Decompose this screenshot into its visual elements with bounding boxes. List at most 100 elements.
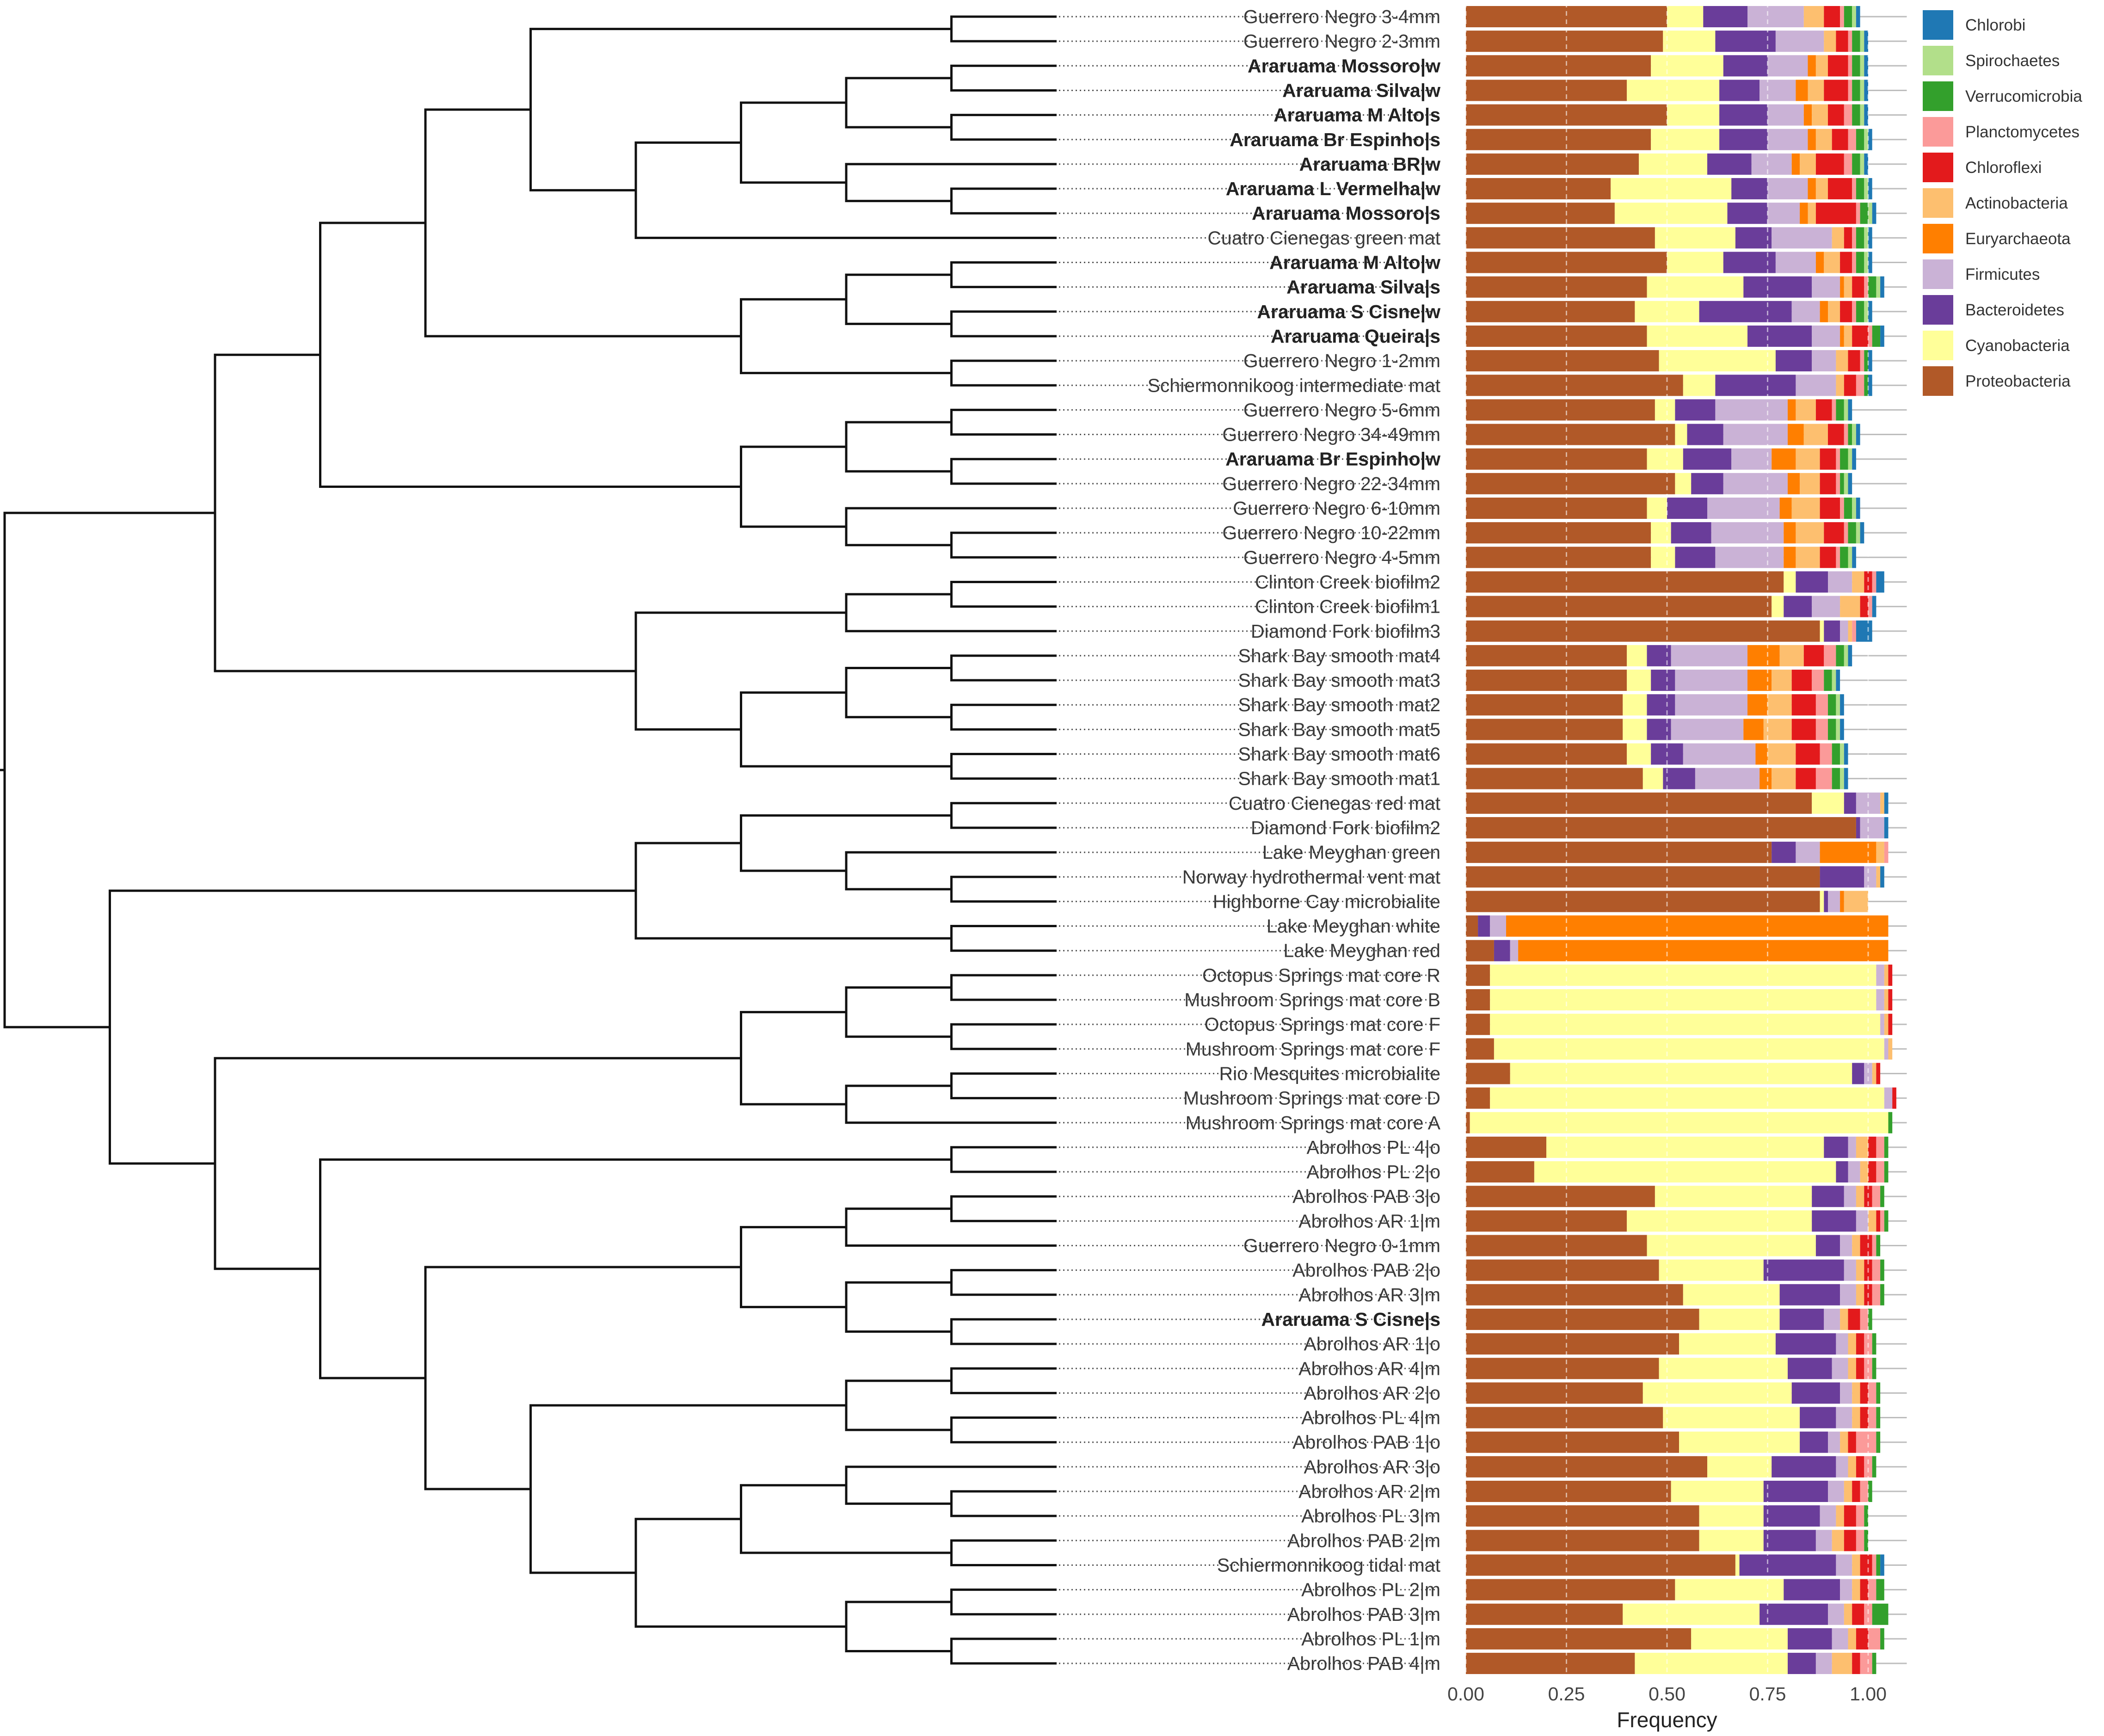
bar-row	[1466, 153, 1868, 175]
bar-segment-actinobacteria	[1856, 1186, 1864, 1207]
bar-segment-chloroflexi	[1820, 498, 1840, 519]
bar-segment-proteobacteria	[1466, 375, 1683, 396]
bar-row	[1466, 473, 1852, 494]
bar-row	[1466, 842, 1889, 863]
sample-label: Lake Meyghan green	[1262, 842, 1440, 863]
bar-segment-firmicutes	[1812, 350, 1836, 372]
bar-segment-cyanobacteria	[1651, 522, 1671, 544]
bar-segment-spirochaetes	[1864, 301, 1868, 322]
bar-segment-planctomycetes	[1856, 1505, 1864, 1527]
bar-row	[1466, 1579, 1884, 1601]
bar-segment-chloroflexi	[1860, 596, 1868, 617]
legend-swatch	[1923, 331, 1953, 360]
bar-segment-firmicutes	[1836, 1333, 1848, 1355]
bar-segment-bacteroidetes	[1788, 1628, 1832, 1650]
bar-segment-firmicutes	[1767, 203, 1800, 224]
bar-segment-actinobacteria	[1767, 743, 1796, 765]
legend-swatch	[1923, 46, 1953, 75]
bar-segment-firmicutes	[1751, 153, 1792, 175]
bar-segment-chlorobi	[1868, 252, 1872, 273]
bar-segment-firmicutes	[1796, 375, 1836, 396]
bar-row	[1466, 940, 1889, 961]
bar-segment-chlorobi	[1864, 55, 1868, 77]
bar-segment-verrucomicrobia	[1876, 1235, 1881, 1256]
bar-segment-proteobacteria	[1466, 325, 1647, 347]
bar-segment-proteobacteria	[1466, 153, 1639, 175]
bar-segment-verrucomicrobia	[1828, 694, 1836, 716]
bar-row	[1466, 375, 1872, 396]
sample-label: Araruama Mossoro|s	[1252, 203, 1440, 224]
dendrogram-branch	[740, 1011, 846, 1106]
bar-segment-firmicutes	[1848, 1161, 1860, 1183]
bar-segment-firmicutes	[1715, 399, 1788, 421]
bar-segment-proteobacteria	[1466, 1407, 1663, 1428]
bar-segment-firmicutes	[1828, 1431, 1840, 1453]
bar-segment-chloroflexi	[1860, 1235, 1872, 1256]
bar-segment-firmicutes	[1747, 6, 1804, 27]
sample-label: Diamond Fork biofilm3	[1251, 621, 1440, 642]
bar-segment-actinobacteria	[1844, 325, 1852, 347]
bar-segment-chlorobi	[1840, 694, 1844, 716]
dendrogram-branch	[950, 458, 1057, 485]
bar-segment-cyanobacteria	[1635, 1653, 1788, 1674]
bar-segment-actinobacteria	[1844, 1481, 1852, 1502]
dendrogram-branch	[950, 408, 1057, 436]
bar-row	[1466, 670, 1840, 691]
bar-segment-planctomycetes	[1856, 1431, 1876, 1453]
bar-segment-actinobacteria	[1815, 55, 1828, 77]
bar-segment-proteobacteria	[1466, 719, 1623, 740]
bar-segment-proteobacteria	[1466, 448, 1647, 470]
bar-segment-verrucomicrobia	[1880, 1259, 1884, 1281]
bar-segment-cyanobacteria	[1647, 325, 1747, 347]
bar-segment-planctomycetes	[1868, 1407, 1876, 1428]
bar-segment-cyanobacteria	[1735, 1554, 1740, 1576]
sample-label: Guerrero Negro 2-3mm	[1243, 31, 1440, 52]
legend-swatch	[1923, 295, 1953, 325]
bar-segment-chloroflexi	[1836, 31, 1848, 52]
bar-segment-bacteroidetes	[1747, 325, 1812, 347]
sample-label: Abrolhos PAB 2|o	[1292, 1260, 1440, 1281]
bar-row	[1466, 596, 1876, 617]
legend-item: Proteobacteria	[1923, 366, 2071, 396]
bar-segment-spirochaetes	[1860, 31, 1864, 52]
bar-segment-firmicutes	[1671, 719, 1744, 740]
bar-segment-verrucomicrobia	[1872, 1603, 1889, 1625]
bar-segment-verrucomicrobia	[1884, 1161, 1889, 1183]
bar-segment-spirochaetes	[1848, 448, 1852, 470]
bar-segment-actinobacteria	[1767, 694, 1792, 716]
bar-segment-planctomycetes	[1836, 448, 1840, 470]
bar-segment-verrucomicrobia	[1856, 227, 1864, 249]
bar-segment-bacteroidetes	[1675, 399, 1716, 421]
bar-segment-chlorobi	[1868, 375, 1872, 396]
bar-segment-actinobacteria	[1876, 842, 1884, 863]
bar-segment-cyanobacteria	[1623, 719, 1647, 740]
legend-item: Planctomycetes	[1923, 117, 2079, 147]
bar-segment-actinobacteria	[1844, 1603, 1852, 1625]
sample-label: Abrolhos AR 3|m	[1298, 1284, 1440, 1305]
bar-segment-bacteroidetes	[1763, 1505, 1820, 1527]
bar-segment-verrucomicrobia	[1872, 1456, 1876, 1477]
dendrogram-branch	[214, 1057, 741, 1270]
bar-segment-spirochaetes	[1852, 6, 1856, 27]
bar-segment-cyanobacteria	[1627, 645, 1647, 666]
sample-label: Abrolhos PAB 4|m	[1287, 1653, 1440, 1674]
bar-segment-euryarchaeota	[1518, 940, 1889, 961]
bar-segment-firmicutes	[1824, 1308, 1840, 1330]
bar-segment-firmicutes	[1844, 1186, 1856, 1207]
bar-segment-verrucomicrobia	[1872, 1358, 1876, 1379]
bar-segment-cyanobacteria	[1510, 1063, 1852, 1084]
bar-segment-proteobacteria	[1466, 227, 1655, 249]
bar-row	[1466, 1653, 1876, 1674]
sample-label: Abrolhos AR 1|o	[1304, 1333, 1440, 1354]
legend-item: Chlorobi	[1923, 10, 2025, 40]
bar-segment-verrucomicrobia	[1876, 1431, 1881, 1453]
bar-segment-planctomycetes	[1860, 1481, 1868, 1502]
bar-row	[1466, 498, 1860, 519]
bar-segment-bacteroidetes	[1784, 1579, 1840, 1601]
bar-segment-cyanobacteria	[1494, 1038, 1884, 1060]
bar-segment-actinobacteria	[1852, 1382, 1860, 1404]
bar-segment-actinobacteria	[1791, 498, 1820, 519]
bar-segment-planctomycetes	[1880, 1210, 1884, 1232]
bar-row	[1466, 1112, 1893, 1133]
bar-segment-verrucomicrobia	[1844, 6, 1852, 27]
